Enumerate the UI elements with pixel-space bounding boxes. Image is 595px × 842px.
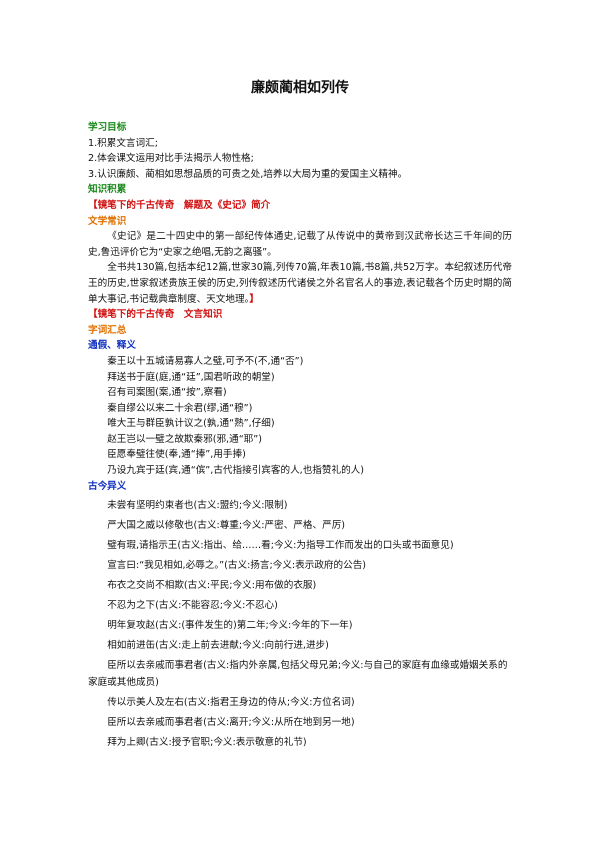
word-item: 召有司案图(案,通“按”,察看) [107, 387, 227, 399]
word-item: 臣所以去亲戚而事君者(古义:离开;今义:从所在地到另一地) [107, 717, 355, 729]
goal-list: 1.积累文言词汇; 2.体会课文运用对比手法揭示人物性格; 3.认识廉颇、蔺相如思想… [88, 136, 512, 183]
section-heading: 知识积累 [88, 184, 127, 196]
document-title: 廉颇蔺相如列传 [251, 80, 349, 96]
group-heading: 古今异义 [88, 480, 127, 492]
paragraph-text: 《史记》是二十四史中的第一部纪传体通史,记载了从传说中的黄帝到汉武帝长达三千年间… [88, 231, 512, 258]
group-heading: 通假、释义 [88, 340, 136, 352]
word-item: 秦自缪公以来二十余君(缪,通“穆”) [107, 402, 253, 414]
paragraph: 《史记》是二十四史中的第一部纪传体通史,记载了从传说中的黄帝到汉武帝长达三千年间… [88, 229, 512, 260]
goal-item: 3.认识廉颇、蔺相如思想品质的可贵之处,培养以大局为重的爱国主义精神。 [88, 168, 408, 180]
word-item: 未尝有坚明约束者也(古义:盟约;今义:限制) [107, 500, 288, 512]
paragraphs: 《史记》是二十四史中的第一部纪传体通史,记载了从传说中的黄帝到汉武帝长达三千年间… [88, 229, 512, 307]
word-item: 秦王以十五城请易寡人之璧,可予不(不,通“否”) [107, 355, 304, 367]
sub-heading: 字词汇总 [88, 324, 127, 336]
closing-bracket: 】 [249, 293, 259, 305]
word-item: 臣愿奉璧往使(奉,通“捧”,用手捧) [107, 449, 246, 461]
word-item: 传以示美人及左右(古义:指君王身边的侍从;今义:方位名词) [107, 697, 355, 709]
word-item: 璧有瑕,请指示王(古义:指出、给……看;今义:为指导工作而发出的口头或书面意见) [107, 540, 454, 552]
word-groups: 通假、释义秦王以十五城请易寡人之璧,可予不(不,通“否”) 拜送书于庭(庭,通“廷… [88, 338, 512, 751]
group-items: 未尝有坚明约束者也(古义:盟约;今义:限制) 严大国之威以修敬也(古义:尊重;今义… [88, 497, 512, 751]
paragraph-text: 全书共130篇,包括本纪12篇,世家30篇,列传70篇,年表10篇,书8篇,共5… [88, 262, 512, 305]
part-heading: 【镜笔下的千古传奇 文言知识 [88, 309, 223, 321]
paragraph: 全书共130篇,包括本纪12篇,世家30篇,列传70篇,年表10篇,书8篇,共5… [88, 260, 512, 307]
word-item: 严大国之威以修敬也(古义:尊重;今义:严密、严格、严厉) [107, 520, 346, 532]
word-item: 相如前进缶(古义:走上前去进献;今义:向前行进,进步) [107, 640, 329, 652]
group-items: 秦王以十五城请易寡人之璧,可予不(不,通“否”) 拜送书于庭(庭,通“廷”,国君听… [88, 354, 512, 479]
document-body: 廉颇蔺相如列传 学习目标 1.积累文言词汇; 2.体会课文运用对比手法揭示人物性格… [88, 78, 512, 754]
word-item: 宣言曰:“我见相如,必辱之。”(古义:扬言;今义:表示政府的公告) [107, 560, 367, 572]
goal-item: 2.体会课文运用对比手法揭示人物性格; [88, 153, 254, 165]
sub-heading: 文学常识 [88, 215, 127, 227]
word-item: 拜为上卿(古义:授予官职;今义:表示敬意的礼节) [107, 737, 307, 749]
word-item: 赵王岂以一璧之故欺秦邪(邪,通“耶”) [107, 433, 262, 445]
word-item: 唯大王与群臣孰计议之(孰,通“熟”,仔细) [107, 418, 275, 430]
word-item: 不忍为之下(古义:不能容忍;今义:不忍心) [107, 600, 278, 612]
word-item: 拜送书于庭(庭,通“廷”,国君听政的朝堂) [107, 371, 275, 383]
section-heading: 学习目标 [88, 122, 127, 133]
goal-item: 1.积累文言词汇; [88, 137, 158, 149]
part-heading: 【镜笔下的千古传奇 解题及《史记》简介 [88, 199, 271, 211]
word-item: 明年复攻赵(古义:(事件发生的)第二年;今义:今年的下一年) [107, 620, 353, 632]
word-item: 臣所以去亲戚而事君者(古义:指内外亲属,包括父母兄弟;今义:与自己的家庭有血缘或… [88, 660, 508, 689]
word-item: 布衣之交尚不相欺(古义:平民;今义:用布做的衣服) [107, 580, 317, 592]
word-item: 乃设九宾于廷(宾,通“傧”,古代指接引宾客的人,也指赞礼的人) [107, 465, 365, 477]
